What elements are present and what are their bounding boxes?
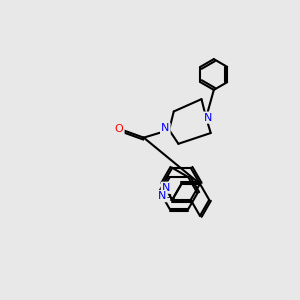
Text: N: N <box>161 123 170 134</box>
Text: N: N <box>162 183 170 193</box>
Text: N: N <box>203 112 212 123</box>
Text: N: N <box>158 191 166 201</box>
Text: CH₃: CH₃ <box>160 194 176 203</box>
Text: O: O <box>115 124 124 134</box>
